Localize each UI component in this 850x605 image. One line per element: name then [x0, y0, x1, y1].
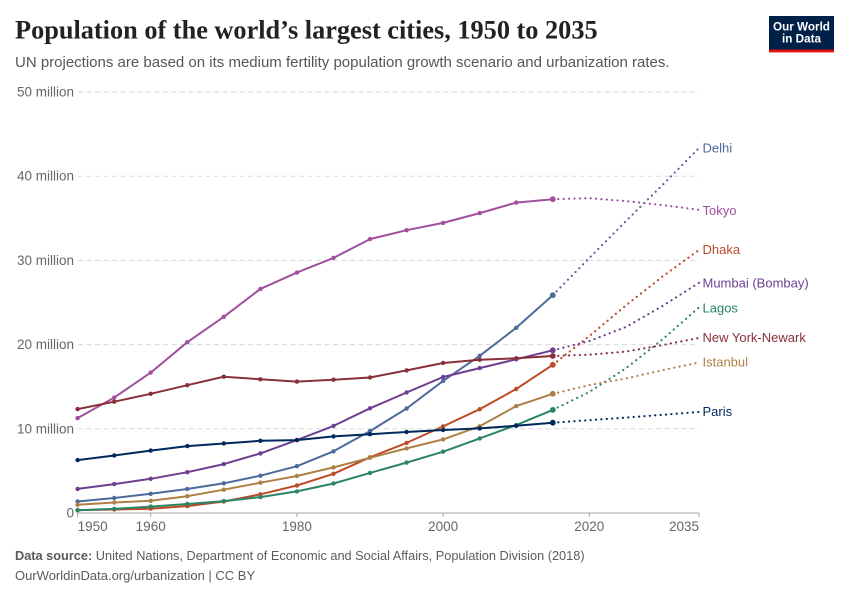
- svg-text:2000: 2000: [428, 519, 458, 534]
- svg-text:Delhi: Delhi: [703, 141, 733, 156]
- svg-text:50 million: 50 million: [17, 85, 74, 100]
- svg-text:Our World: Our World: [773, 21, 830, 34]
- svg-text:Data source: United Nations, D: Data source: United Nations, Department …: [15, 548, 585, 563]
- svg-text:UN projections are based on it: UN projections are based on its medium f…: [15, 54, 670, 71]
- svg-text:1980: 1980: [282, 519, 312, 534]
- svg-text:20 million: 20 million: [17, 337, 74, 352]
- svg-text:1950: 1950: [78, 519, 108, 534]
- svg-text:Dhaka: Dhaka: [703, 242, 741, 257]
- svg-text:30 million: 30 million: [17, 253, 74, 268]
- svg-text:0: 0: [66, 506, 74, 521]
- svg-text:Population of the world’s larg: Population of the world’s largest cities…: [15, 16, 598, 45]
- svg-text:Lagos: Lagos: [703, 301, 739, 316]
- svg-text:1960: 1960: [136, 519, 166, 534]
- svg-text:Istanbul: Istanbul: [703, 355, 749, 370]
- svg-text:New York-Newark: New York-Newark: [703, 330, 807, 345]
- svg-text:2035: 2035: [669, 519, 699, 534]
- svg-text:OurWorldinData.org/urbanizatio: OurWorldinData.org/urbanization | CC BY: [15, 568, 255, 583]
- svg-text:10 million: 10 million: [17, 421, 74, 436]
- svg-text:40 million: 40 million: [17, 169, 74, 184]
- svg-text:Paris: Paris: [703, 404, 733, 419]
- svg-text:2020: 2020: [574, 519, 604, 534]
- svg-text:in Data: in Data: [782, 33, 821, 46]
- svg-text:Mumbai (Bombay): Mumbai (Bombay): [703, 276, 809, 291]
- svg-text:Tokyo: Tokyo: [703, 203, 737, 218]
